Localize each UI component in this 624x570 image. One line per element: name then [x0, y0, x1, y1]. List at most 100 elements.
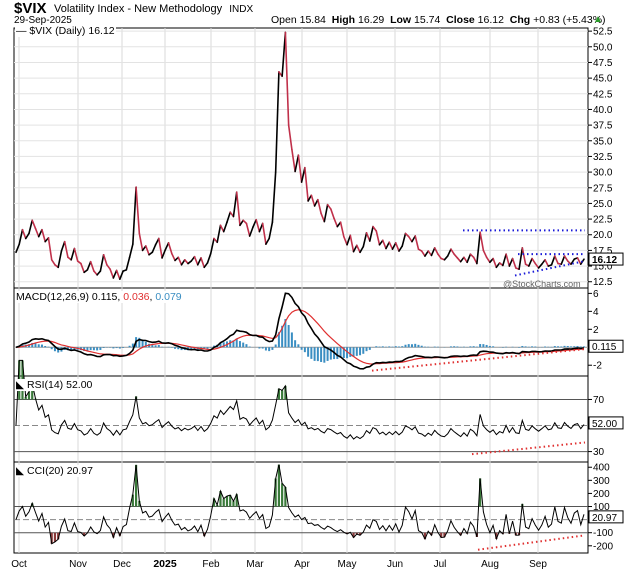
price-segment [437, 253, 442, 260]
price-segment [346, 234, 352, 246]
price-segment [63, 240, 69, 259]
macd-last-tag [588, 339, 624, 353]
price-segment [216, 224, 222, 244]
price-segment [183, 259, 189, 265]
y-tick-label: 40.0 [593, 105, 613, 116]
y-tick-label: 4 [593, 307, 599, 318]
x-tick-label: Feb [202, 559, 220, 570]
panel-frame-3 [13, 461, 589, 554]
x-tick-label: Oct [11, 559, 27, 570]
price-segment [550, 255, 556, 266]
price-segment [177, 256, 183, 266]
y-tick-label: 30 [593, 447, 605, 458]
security-title: Volatility Index - New Methodology [54, 3, 223, 15]
price-segment [170, 252, 176, 262]
cci-line [15, 464, 585, 545]
price-segment [89, 260, 95, 272]
y-tick-label: 20.0 [593, 230, 613, 241]
watermark: @StockCharts.com [503, 279, 581, 289]
rsi-legend-name: RSI(14) [27, 379, 64, 391]
panel-frame-2 [13, 375, 589, 463]
price-segment [15, 243, 21, 254]
price-segment [310, 194, 316, 207]
price-segment [368, 225, 374, 242]
macd-last-value: 0.115 [592, 342, 617, 353]
price-segment [553, 255, 559, 265]
price-segment [518, 247, 524, 271]
y-tick-label: 27.5 [593, 183, 613, 194]
price-segment [57, 250, 63, 269]
close-value: 16.12 [477, 14, 504, 26]
exchange: INDX [229, 4, 254, 15]
security-name: Volatility Index - New Methodology INDX [54, 3, 253, 15]
price-segment [274, 71, 280, 173]
y-tick-label: 2 [593, 325, 599, 336]
y-tick-label: 17.5 [593, 246, 613, 257]
y-tick-label: -2 [593, 361, 602, 372]
price-segment [401, 232, 407, 247]
price-segment [576, 257, 582, 265]
price-segment [125, 256, 131, 271]
x-tick-label: May [338, 559, 357, 570]
price-segment [86, 260, 92, 271]
rsi-last-tag [588, 416, 624, 430]
price-segment [433, 247, 439, 255]
price-segment [252, 218, 257, 229]
price-segment [563, 255, 569, 262]
price-segment [544, 259, 550, 267]
quote-date: 29-Sep-2025 [14, 15, 72, 26]
price-segment [200, 257, 206, 269]
price-segment [420, 250, 426, 257]
x-tick-label: 2025 [153, 558, 177, 570]
y-tick-label: 52.5 [593, 27, 613, 38]
signal-legend-value: 0.036 [123, 291, 150, 303]
price-segment [132, 186, 137, 245]
panel-frame-0 [13, 27, 589, 289]
price-segment [505, 253, 511, 267]
cci-legend-name: CCI(20) [27, 465, 64, 477]
y-tick-label: -200 [593, 541, 613, 552]
open-value: 15.84 [299, 14, 326, 26]
y-tick-label: -100 [593, 528, 613, 539]
price-legend-marker: — [16, 25, 27, 37]
y-tick-label: 32.5 [593, 152, 613, 163]
price-segment [317, 198, 322, 215]
price-segment [161, 248, 167, 259]
x-tick-label: Jun [387, 559, 403, 570]
price-segment [466, 253, 472, 264]
price-segment [268, 221, 274, 240]
price-segment [255, 218, 261, 233]
price-segment [96, 270, 102, 276]
price-segment [265, 237, 270, 245]
price-segment [511, 257, 517, 269]
y-tick-label: 42.5 [593, 89, 613, 100]
price-segment [330, 208, 335, 220]
y-tick-label: 15.0 [593, 262, 613, 273]
price-segment [109, 268, 115, 279]
price-segment [323, 203, 329, 223]
chg-value: +0.83 (+5.43%) [533, 14, 606, 26]
price-segment [495, 262, 501, 269]
macd-legend-name: MACD(12,26,9) [16, 291, 89, 303]
x-tick-label: Dec [113, 559, 131, 570]
cci-overbought-fill [31, 464, 524, 507]
price-segment [560, 255, 566, 265]
price-segment [391, 242, 397, 250]
price-last-tag [588, 252, 624, 266]
close-label: Close [446, 14, 475, 26]
price-segment [18, 228, 24, 245]
price-segment [37, 228, 43, 238]
rsi-legend-marker: ◣ [16, 379, 25, 391]
price-segment [193, 255, 199, 266]
price-segment [446, 248, 452, 257]
price-segment [145, 245, 150, 256]
rsi-legend-value: 52.00 [66, 379, 93, 391]
price-segment [206, 252, 212, 264]
price-segment [362, 232, 368, 248]
price-segment [502, 253, 507, 267]
price-segment [164, 242, 170, 251]
price-segment [479, 231, 485, 252]
cci-trend-line [477, 534, 586, 551]
price-segment [430, 247, 436, 257]
symbol: $VIX [14, 0, 47, 17]
